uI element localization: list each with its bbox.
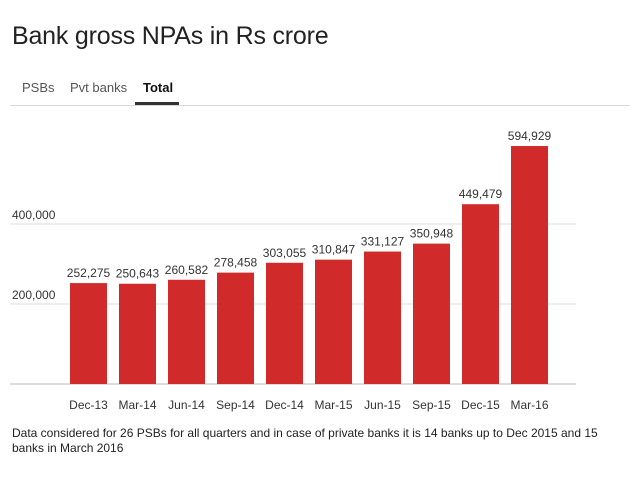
data-label: 449,479 — [459, 187, 503, 201]
tab-total[interactable]: Total — [143, 80, 174, 95]
bar[interactable] — [168, 279, 205, 384]
bar[interactable] — [413, 243, 450, 384]
data-label: 310,847 — [312, 243, 356, 257]
bar[interactable] — [511, 146, 548, 384]
x-tick-label: Mar-16 — [510, 398, 548, 412]
active-tab-indicator — [135, 102, 179, 105]
tab-psbs[interactable]: PSBs — [22, 80, 55, 95]
data-label: 331,127 — [361, 235, 405, 249]
bar[interactable] — [119, 283, 156, 384]
chart-title: Bank gross NPAs in Rs crore — [12, 22, 329, 50]
x-tick-label: Dec-14 — [265, 398, 304, 412]
bar[interactable] — [217, 272, 254, 384]
data-label: 303,055 — [263, 246, 307, 260]
x-tick-label: Jun-14 — [168, 398, 205, 412]
data-label: 350,948 — [410, 227, 454, 241]
bar[interactable] — [70, 283, 107, 384]
x-tick-label: Jun-15 — [364, 398, 401, 412]
x-tick-label: Sep-15 — [412, 398, 451, 412]
tab-pvt-banks[interactable]: Pvt banks — [70, 80, 128, 95]
bar[interactable] — [266, 262, 303, 384]
footnote: Data considered for 26 PSBs for all quar… — [12, 426, 598, 455]
bar[interactable] — [462, 204, 499, 384]
y-tick-label: 200,000 — [12, 288, 56, 302]
x-tick-label: Sep-14 — [216, 398, 255, 412]
bar[interactable] — [364, 251, 401, 384]
y-tick-label: 400,000 — [12, 208, 56, 222]
data-label: 260,582 — [165, 263, 209, 277]
tab-divider — [10, 105, 630, 106]
data-label: 250,643 — [116, 267, 160, 281]
x-tick-label: Dec-13 — [69, 398, 108, 412]
x-tick-label: Mar-15 — [314, 398, 352, 412]
bar[interactable] — [315, 259, 352, 384]
data-label: 252,275 — [67, 266, 111, 280]
data-label: 278,458 — [214, 256, 258, 270]
data-label: 594,929 — [508, 129, 552, 143]
x-tick-label: Mar-14 — [118, 398, 156, 412]
x-tick-label: Dec-15 — [461, 398, 500, 412]
